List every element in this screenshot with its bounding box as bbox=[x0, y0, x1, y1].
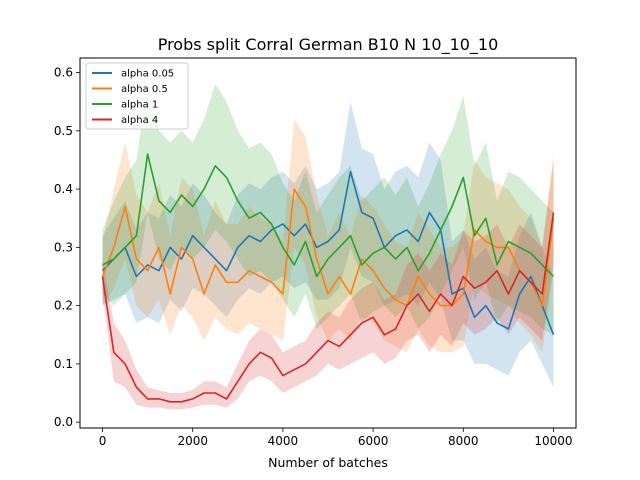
plot-frame bbox=[79, 57, 577, 429]
legend-label-alpha-4: alpha 4 bbox=[121, 115, 158, 126]
x-tick-label: 2000 bbox=[177, 434, 208, 448]
x-tick-label: 0 bbox=[99, 434, 107, 448]
band-alpha-0-05 bbox=[102, 101, 554, 388]
series-line-alpha-0-05 bbox=[101, 170, 555, 336]
x-tick-label: 6000 bbox=[358, 434, 389, 448]
x-tick-label: 8000 bbox=[448, 434, 479, 448]
series-line-alpha-4 bbox=[101, 212, 555, 403]
y-tick-label: 0.2 bbox=[54, 299, 73, 313]
series-line-alpha-1 bbox=[102, 153, 555, 278]
y-tick-label: 0.5 bbox=[54, 124, 73, 138]
y-tick-label: 0.6 bbox=[54, 66, 73, 80]
y-axis-ticks: 0.0 0.1 0.2 0.3 0.4 0.5 0.6 bbox=[54, 66, 80, 429]
legend-label-alpha-0-5: alpha 0.5 bbox=[121, 84, 168, 95]
y-tick-label: 0.3 bbox=[54, 240, 73, 254]
y-tick-label: 0.0 bbox=[54, 415, 73, 429]
x-axis-label: Number of batches bbox=[268, 455, 388, 470]
x-tick-label: 4000 bbox=[268, 434, 299, 448]
band-alpha-1 bbox=[102, 84, 554, 335]
legend-label-alpha-1: alpha 1 bbox=[121, 100, 158, 111]
series-lines bbox=[101, 153, 555, 403]
x-tick-label: 10000 bbox=[534, 434, 572, 448]
chart-title: Probs split Corral German B10 N 10_10_10 bbox=[158, 35, 499, 55]
y-tick-label: 0.1 bbox=[54, 357, 73, 371]
legend-label-alpha-0-05: alpha 0.05 bbox=[121, 69, 174, 80]
y-tick-label: 0.4 bbox=[54, 182, 73, 196]
legend-box bbox=[85, 62, 189, 130]
x-axis-ticks: 0 2000 4000 6000 8000 10000 bbox=[99, 428, 573, 448]
series-line-alpha-0-5 bbox=[101, 188, 555, 307]
band-alpha-4 bbox=[102, 160, 554, 410]
legend: alpha 0.05 alpha 0.5 alpha 1 alpha 4 bbox=[85, 62, 189, 130]
